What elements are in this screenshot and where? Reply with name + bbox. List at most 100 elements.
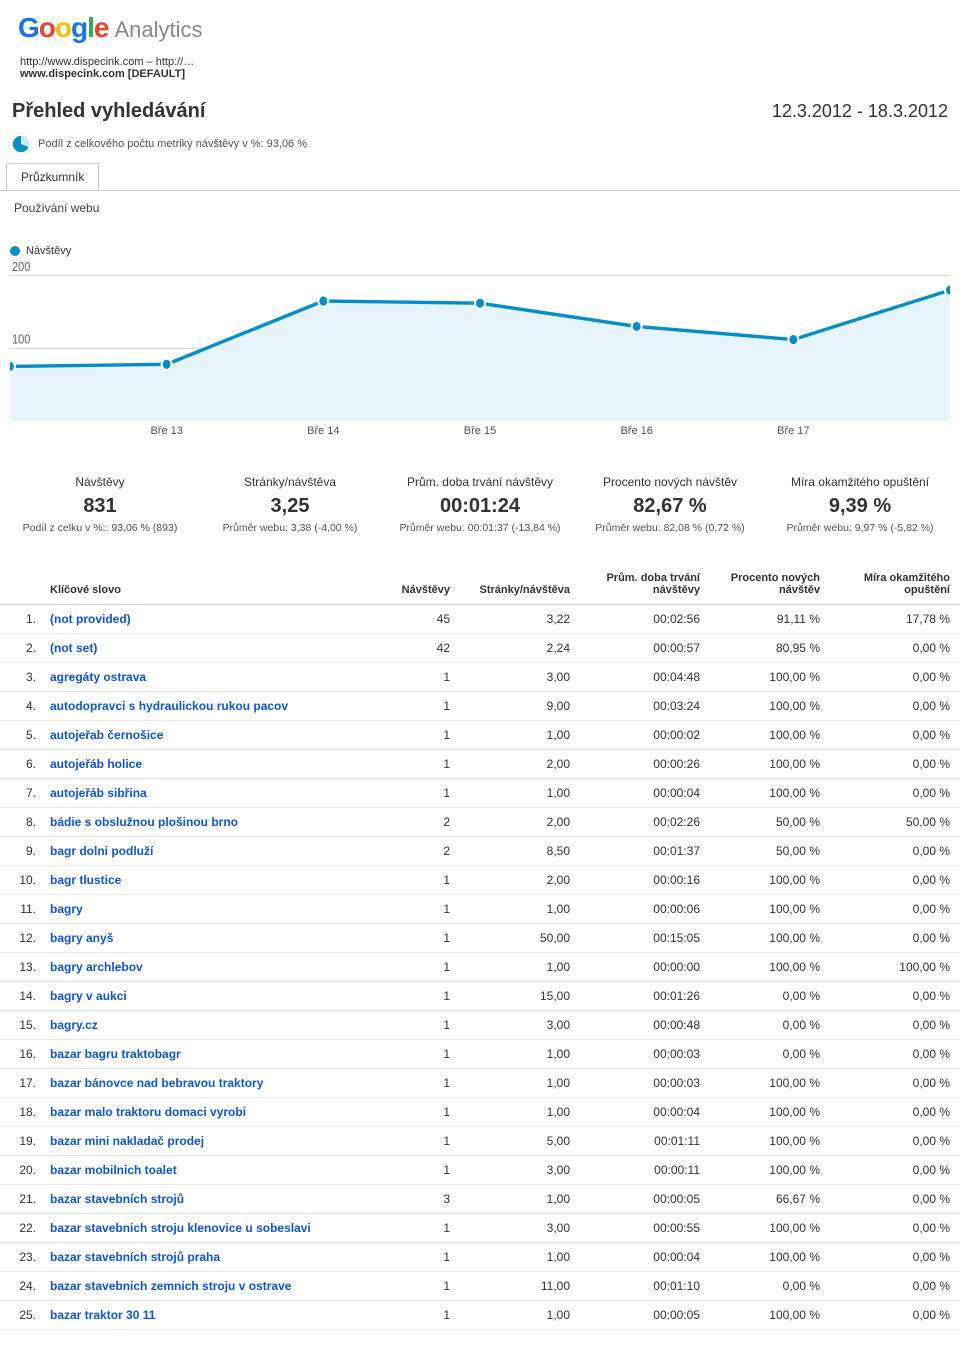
row-new: 100,00 %	[710, 663, 830, 692]
row-keyword[interactable]: bagry.cz	[40, 1011, 370, 1040]
table-row[interactable]: 17. bazar bánovce nad bebravou traktory …	[0, 1069, 960, 1098]
row-keyword[interactable]: autojeřáb holice	[40, 750, 370, 779]
row-keyword[interactable]: bagry archlebov	[40, 953, 370, 982]
row-keyword[interactable]: autodopravci s hydraulickou rukou pacov	[40, 692, 370, 721]
table-row[interactable]: 9. bagr dolni podluží 2 8,50 00:01:37 50…	[0, 837, 960, 866]
x-axis-label: Bře 17	[715, 425, 872, 437]
row-keyword[interactable]: bazar bánovce nad bebravou traktory	[40, 1069, 370, 1098]
row-new: 66,67 %	[710, 1185, 830, 1214]
row-duration: 00:00:03	[580, 1040, 710, 1069]
row-visits: 1	[370, 895, 460, 924]
row-keyword[interactable]: bazar mini nakladač prodej	[40, 1127, 370, 1156]
subtab-site-usage[interactable]: Používání webu	[0, 191, 960, 225]
table-row[interactable]: 21. bazar stavebních strojů 3 1,00 00:00…	[0, 1185, 960, 1214]
row-keyword[interactable]: bagry	[40, 895, 370, 924]
row-index: 15.	[0, 1011, 40, 1040]
row-keyword[interactable]: bagr tlustice	[40, 866, 370, 895]
th-new[interactable]: Procento nových návštěv	[710, 564, 830, 605]
row-index: 1.	[0, 605, 40, 634]
row-keyword[interactable]: autojeřáb sibřina	[40, 779, 370, 808]
metric-value: 831	[10, 495, 190, 518]
row-duration: 00:00:57	[580, 634, 710, 663]
visits-chart: Návštěvy 100200 Bře 13Bře 14Bře 15Bře 16…	[0, 225, 960, 447]
pie-icon	[12, 135, 30, 153]
row-visits: 1	[370, 779, 460, 808]
row-keyword[interactable]: bazar stavebních strojů praha	[40, 1243, 370, 1272]
row-keyword[interactable]: autojeřab černošice	[40, 721, 370, 750]
th-visits[interactable]: Návštěvy	[370, 564, 460, 605]
table-row[interactable]: 8. bádie s obslužnou plošinou brno 2 2,0…	[0, 808, 960, 837]
row-keyword[interactable]: agregáty ostrava	[40, 663, 370, 692]
breadcrumb-profile: www.dispecink.com [DEFAULT]	[20, 68, 940, 80]
row-index: 4.	[0, 692, 40, 721]
row-keyword[interactable]: bagr dolni podluží	[40, 837, 370, 866]
row-bounce: 0,00 %	[830, 663, 960, 692]
row-keyword[interactable]: bazar stavebních strojů	[40, 1185, 370, 1214]
row-keyword[interactable]: bazar stavebnich zemnich stroju v ostrav…	[40, 1272, 370, 1301]
table-row[interactable]: 15. bagry.cz 1 3,00 00:00:48 0,00 % 0,00…	[0, 1011, 960, 1040]
row-duration: 00:00:48	[580, 1011, 710, 1040]
row-keyword[interactable]: bazar traktor 30 11	[40, 1301, 370, 1330]
row-new: 100,00 %	[710, 953, 830, 982]
row-index: 17.	[0, 1069, 40, 1098]
row-keyword[interactable]: (not set)	[40, 634, 370, 663]
metric-sub: Průměr webu: 82,08 % (0,72 %)	[580, 522, 760, 534]
table-row[interactable]: 7. autojeřáb sibřina 1 1,00 00:00:04 100…	[0, 779, 960, 808]
row-pages: 15,00	[460, 982, 580, 1011]
row-visits: 42	[370, 634, 460, 663]
table-row[interactable]: 20. bazar mobilnich toalet 1 3,00 00:00:…	[0, 1156, 960, 1185]
table-row[interactable]: 2. (not set) 42 2,24 00:00:57 80,95 % 0,…	[0, 634, 960, 663]
table-row[interactable]: 1. (not provided) 45 3,22 00:02:56 91,11…	[0, 605, 960, 634]
row-keyword[interactable]: bazar mobilnich toalet	[40, 1156, 370, 1185]
row-keyword[interactable]: bazar stavebnich stroju klenovice u sobe…	[40, 1214, 370, 1243]
row-visits: 1	[370, 721, 460, 750]
table-row[interactable]: 23. bazar stavebních strojů praha 1 1,00…	[0, 1243, 960, 1272]
x-axis-label: Bře 16	[558, 425, 715, 437]
table-row[interactable]: 6. autojeřáb holice 1 2,00 00:00:26 100,…	[0, 750, 960, 779]
row-keyword[interactable]: (not provided)	[40, 605, 370, 634]
row-new: 100,00 %	[710, 1127, 830, 1156]
row-index: 12.	[0, 924, 40, 953]
table-row[interactable]: 4. autodopravci s hydraulickou rukou pac…	[0, 692, 960, 721]
row-keyword[interactable]: bazar malo traktoru domaci vyrobi	[40, 1098, 370, 1127]
row-bounce: 0,00 %	[830, 1301, 960, 1330]
table-row[interactable]: 24. bazar stavebnich zemnich stroju v os…	[0, 1272, 960, 1301]
metric-value: 00:01:24	[390, 495, 570, 518]
table-row[interactable]: 22. bazar stavebnich stroju klenovice u …	[0, 1214, 960, 1243]
th-index	[0, 564, 40, 605]
table-row[interactable]: 14. bagry v aukci 1 15,00 00:01:26 0,00 …	[0, 982, 960, 1011]
row-new: 100,00 %	[710, 692, 830, 721]
table-row[interactable]: 18. bazar malo traktoru domaci vyrobi 1 …	[0, 1098, 960, 1127]
table-row[interactable]: 3. agregáty ostrava 1 3,00 00:04:48 100,…	[0, 663, 960, 692]
table-row[interactable]: 12. bagry anyš 1 50,00 00:15:05 100,00 %…	[0, 924, 960, 953]
date-range[interactable]: 12.3.2012 - 18.3.2012	[772, 101, 948, 122]
table-row[interactable]: 16. bazar bagru traktobagr 1 1,00 00:00:…	[0, 1040, 960, 1069]
google-logo: Google	[18, 12, 108, 44]
metric-sub: Průměr webu: 9,97 % (-5,82 %)	[770, 522, 950, 534]
row-new: 100,00 %	[710, 866, 830, 895]
th-pages[interactable]: Stránky/návštěva	[460, 564, 580, 605]
row-keyword[interactable]: bádie s obslužnou plošinou brno	[40, 808, 370, 837]
th-keyword[interactable]: Klíčové slovo	[40, 564, 370, 605]
tab-explorer[interactable]: Průzkumník	[6, 163, 99, 190]
line-chart-svg: 100200	[10, 261, 950, 421]
row-visits: 1	[370, 866, 460, 895]
row-bounce: 0,00 %	[830, 1185, 960, 1214]
table-row[interactable]: 19. bazar mini nakladač prodej 1 5,00 00…	[0, 1127, 960, 1156]
row-pages: 1,00	[460, 895, 580, 924]
table-row[interactable]: 5. autojeřab černošice 1 1,00 00:00:02 1…	[0, 721, 960, 750]
row-bounce: 0,00 %	[830, 1040, 960, 1069]
row-index: 8.	[0, 808, 40, 837]
th-duration[interactable]: Prům. doba trvání návštěvy	[580, 564, 710, 605]
metric-label: Stránky/návštěva	[200, 475, 380, 489]
table-row[interactable]: 10. bagr tlustice 1 2,00 00:00:16 100,00…	[0, 866, 960, 895]
th-bounce[interactable]: Míra okamžitého opuštění	[830, 564, 960, 605]
row-keyword[interactable]: bagry v aukci	[40, 982, 370, 1011]
row-keyword[interactable]: bagry anyš	[40, 924, 370, 953]
table-row[interactable]: 13. bagry archlebov 1 1,00 00:00:00 100,…	[0, 953, 960, 982]
row-duration: 00:01:11	[580, 1127, 710, 1156]
row-keyword[interactable]: bazar bagru traktobagr	[40, 1040, 370, 1069]
table-row[interactable]: 25. bazar traktor 30 11 1 1,00 00:00:05 …	[0, 1301, 960, 1330]
table-row[interactable]: 11. bagry 1 1,00 00:00:06 100,00 % 0,00 …	[0, 895, 960, 924]
row-index: 19.	[0, 1127, 40, 1156]
